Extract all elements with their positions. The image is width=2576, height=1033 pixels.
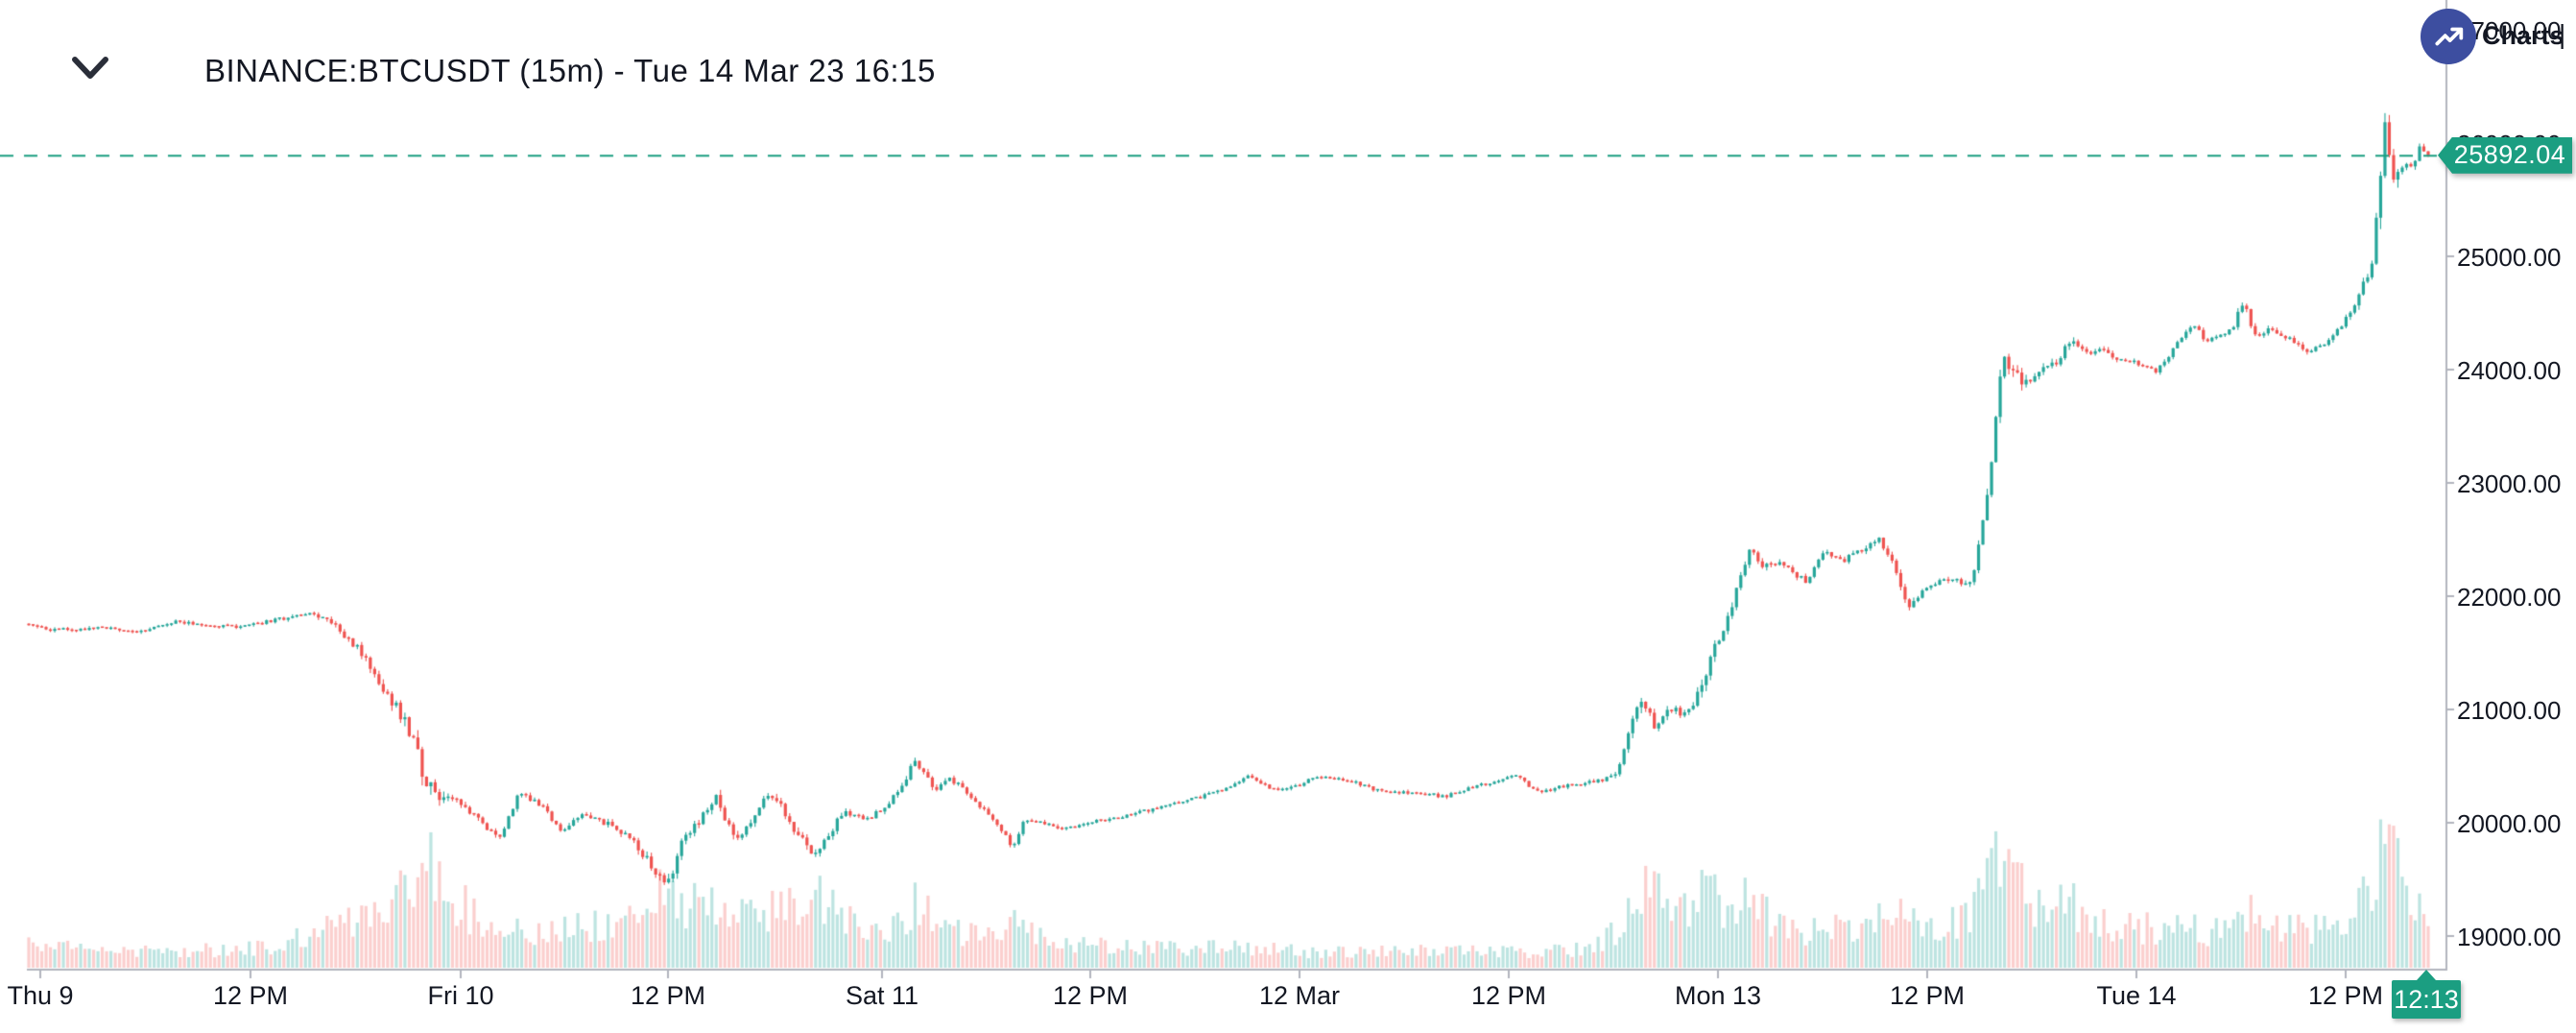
- time-scale-label: Sat 11: [845, 981, 919, 1010]
- time-scale-label: 12 PM: [2307, 981, 2384, 1010]
- time-scale-label: Mon 13: [1674, 981, 1762, 1010]
- time-scale-label: 12 PM: [212, 981, 289, 1010]
- price-scale-label: 21000.00: [2457, 696, 2562, 725]
- trending-up-icon: [2435, 27, 2464, 46]
- price-scale-label: 24000.00: [2457, 356, 2562, 385]
- time-scale-label: 12 PM: [1889, 981, 1966, 1010]
- attribution-separator: |: [2559, 19, 2566, 49]
- price-scale-label: 19000.00: [2457, 923, 2562, 951]
- price-scale-label: 20000.00: [2457, 809, 2562, 838]
- price-scale-label: 25000.00: [2457, 243, 2562, 272]
- last-price-badge: 25892.04: [2438, 136, 2572, 174]
- badge-pointer-icon: [2417, 970, 2436, 980]
- time-scale-label: 12 Mar: [1258, 981, 1341, 1010]
- time-scale-label: 12 PM: [1470, 981, 1547, 1010]
- bar-countdown-value: 12:13: [2394, 984, 2459, 1014]
- time-scale-label: Tue 14: [2096, 981, 2177, 1010]
- charts-attribution-text[interactable]: Charts: [2482, 21, 2564, 50]
- time-scale-label: 12 PM: [1052, 981, 1129, 1010]
- bar-countdown-badge: 12:13: [2392, 970, 2461, 1019]
- price-scale-label: 23000.00: [2457, 469, 2562, 498]
- tradingview-logo-button[interactable]: [2421, 9, 2476, 64]
- time-scale-label: 12 PM: [630, 981, 706, 1010]
- time-scale-label: Fri 10: [427, 981, 494, 1010]
- price-scale-label: 22000.00: [2457, 583, 2562, 612]
- symbol-dropdown-chevron-icon[interactable]: [71, 56, 109, 81]
- time-scale-label: Thu 9: [7, 981, 74, 1010]
- last-price-value: 25892.04: [2453, 140, 2566, 170]
